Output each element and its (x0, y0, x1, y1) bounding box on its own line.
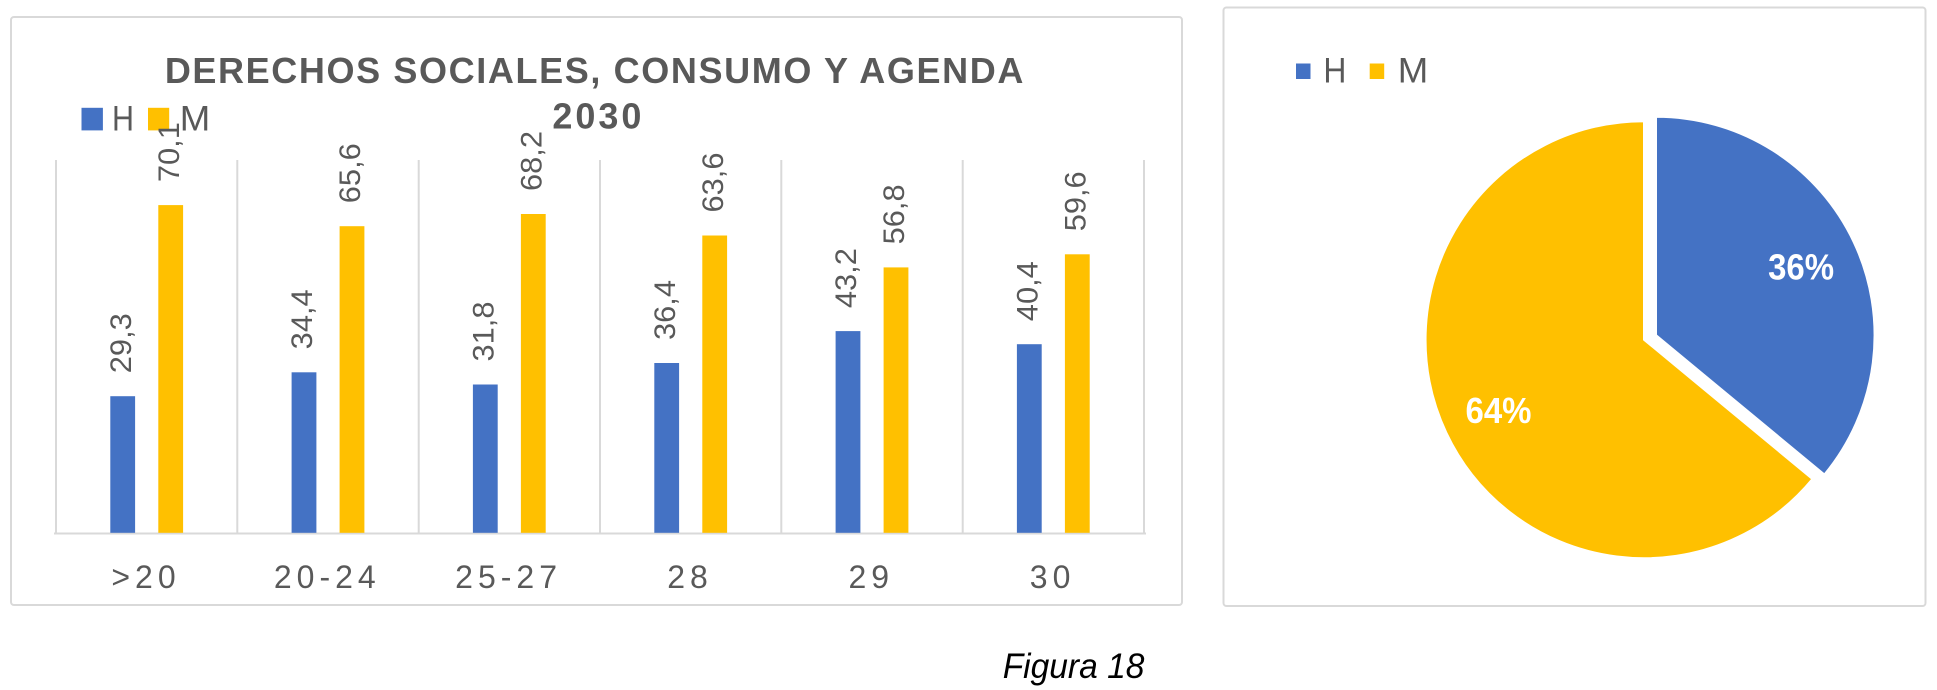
svg-text:43,2: 43,2 (830, 248, 863, 308)
svg-text:70,1: 70,1 (153, 122, 186, 182)
svg-text:Figura 18: Figura 18 (1003, 647, 1145, 686)
svg-text:25-27: 25-27 (455, 559, 562, 595)
svg-text:28: 28 (667, 559, 713, 595)
svg-text:M: M (1398, 52, 1429, 91)
svg-text:30: 30 (1030, 559, 1076, 595)
svg-text:56,8: 56,8 (878, 184, 911, 244)
svg-text:2030: 2030 (552, 96, 644, 137)
svg-text:34,4: 34,4 (286, 289, 319, 349)
svg-text:68,2: 68,2 (516, 131, 549, 191)
svg-text:59,6: 59,6 (1060, 171, 1093, 231)
svg-text:29: 29 (849, 559, 895, 595)
svg-text:40,4: 40,4 (1012, 261, 1045, 321)
svg-text:>20: >20 (111, 559, 180, 595)
svg-text:36%: 36% (1768, 247, 1834, 288)
svg-text:DERECHOS SOCIALES, CONSUMO Y A: DERECHOS SOCIALES, CONSUMO Y AGENDA (165, 50, 1025, 91)
svg-text:64%: 64% (1466, 390, 1532, 431)
svg-text:H: H (112, 100, 134, 139)
svg-text:H: H (1323, 52, 1346, 91)
svg-text:63,6: 63,6 (697, 153, 730, 213)
svg-text:M: M (180, 100, 211, 139)
svg-text:36,4: 36,4 (649, 280, 682, 340)
svg-text:29,3: 29,3 (105, 313, 138, 373)
svg-text:20-24: 20-24 (274, 559, 381, 595)
svg-text:65,6: 65,6 (334, 143, 367, 203)
svg-text:31,8: 31,8 (468, 302, 501, 362)
